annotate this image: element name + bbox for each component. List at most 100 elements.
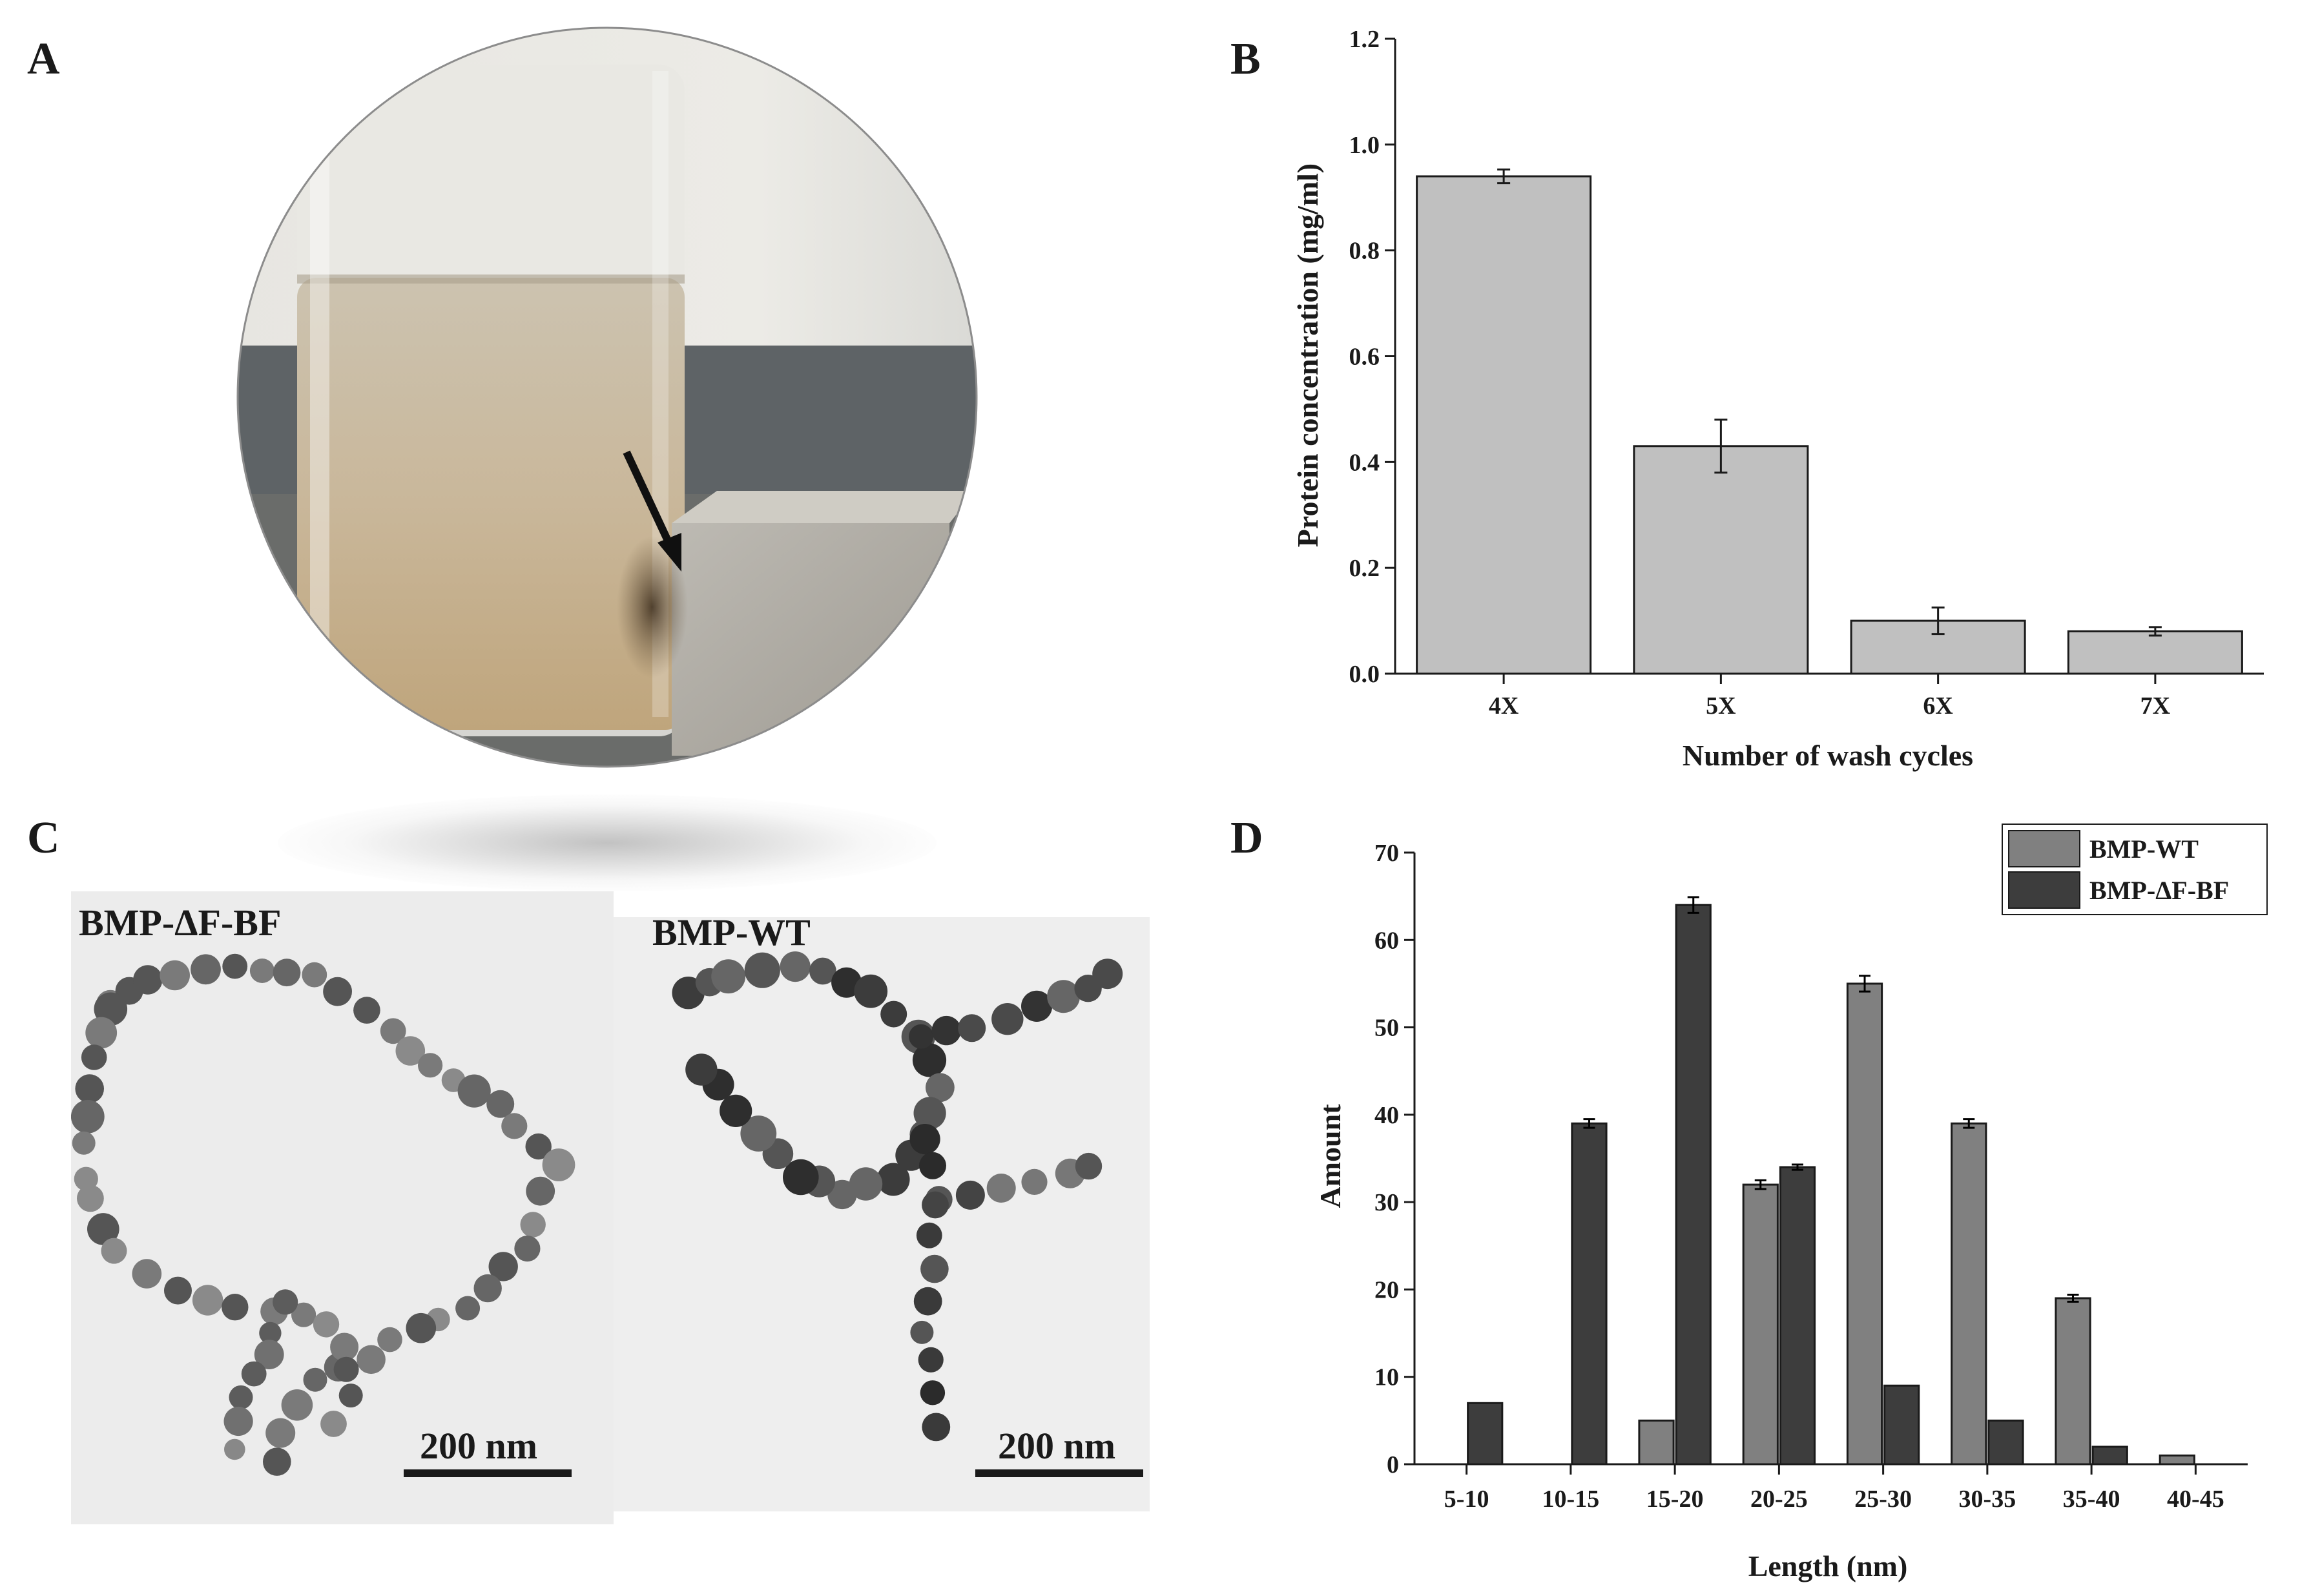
nanoparticle — [501, 1113, 528, 1139]
nanoparticle — [926, 1073, 955, 1103]
nanoparticle — [72, 1131, 96, 1155]
nanoparticle — [303, 1367, 327, 1392]
nanoparticle — [81, 1044, 107, 1070]
tem-image-wt — [614, 917, 1150, 1511]
chart-d-xtick-label: 40-45 — [2167, 1486, 2224, 1513]
panel-letter-d: D — [1230, 813, 1263, 863]
photo-shadow — [278, 794, 937, 891]
panel-letter-b: B — [1230, 34, 1261, 84]
nanoparticle — [876, 1163, 910, 1196]
nanoparticle — [338, 1384, 363, 1408]
legend-swatch-bf — [2008, 871, 2080, 909]
nanoparticle — [380, 1018, 406, 1044]
chart-d-bar-wt-35-40 — [2055, 1297, 2091, 1466]
scale-bar-bf — [404, 1469, 572, 1477]
nanoparticle — [920, 1380, 946, 1405]
chart-d-ytick-label: 70 — [1374, 840, 1399, 867]
legend-swatch-wt — [2008, 830, 2080, 867]
chart-b-ylabel: Protein concentration (mg/ml) — [1291, 163, 1324, 547]
chart-d-xtick-label: 20-25 — [1750, 1486, 1808, 1513]
chart-b-xlabel: Number of wash cycles — [1683, 739, 1973, 772]
nanoparticle — [357, 1345, 386, 1374]
nanoparticle — [910, 1320, 934, 1344]
nanoparticle — [1075, 1152, 1103, 1180]
nanoparticle — [854, 974, 888, 1008]
nanoparticle — [780, 951, 811, 982]
nanoparticle — [281, 1389, 313, 1421]
nanoparticle — [920, 1254, 949, 1283]
nanoparticle — [263, 1447, 291, 1476]
nanoparticle — [526, 1176, 555, 1206]
nanoparticle — [542, 1148, 575, 1181]
chart-b-bar-4X — [1416, 175, 1592, 675]
chart-d-bar-wt-20-25 — [1742, 1183, 1779, 1466]
chart-b-ytick-label: 0.8 — [1349, 238, 1380, 265]
nanoparticle — [249, 959, 275, 983]
scale-bar-wt — [975, 1469, 1143, 1477]
chart-b-bar-7X — [2067, 630, 2243, 675]
chart-b-ytick-label: 0.4 — [1349, 449, 1380, 476]
nanoparticle — [457, 1074, 491, 1108]
nanoparticle — [265, 1418, 296, 1448]
nanoparticle — [160, 960, 190, 991]
chart-b-xtick-label: 7X — [2140, 692, 2170, 720]
nanoparticle — [254, 1340, 284, 1369]
nanoparticle — [931, 1015, 961, 1046]
nanoparticle — [75, 1074, 104, 1103]
nanoparticle — [473, 1274, 502, 1303]
nanoparticle — [919, 1152, 946, 1179]
nanoparticle — [720, 1094, 752, 1127]
tem-image-bf — [71, 891, 614, 1524]
scale-text-wt: 200 nm — [998, 1425, 1116, 1467]
nanoparticle — [313, 1311, 340, 1338]
chart-d-bar-bf-10-15 — [1571, 1122, 1608, 1466]
nanoparticle — [912, 1043, 947, 1077]
chart-d-xtick-label: 25-30 — [1854, 1486, 1912, 1513]
nanoparticle — [302, 962, 327, 988]
beaker-photo — [236, 26, 978, 768]
chart-d-xtick-label: 5-10 — [1444, 1486, 1489, 1513]
nanoparticle — [87, 1213, 119, 1245]
nanoparticle — [222, 1294, 249, 1321]
nanoparticle — [986, 1174, 1016, 1203]
chart-b-bar-5X — [1633, 445, 1809, 675]
legend-label-wt: BMP-WT — [2089, 834, 2199, 864]
nanoparticle — [241, 1361, 267, 1387]
legend-label-bf: BMP-ΔF-BF — [2089, 876, 2229, 905]
chart-d-xlabel: Length (nm) — [1748, 1549, 1908, 1582]
chart-d-ytick-label: 30 — [1374, 1189, 1399, 1216]
nanoparticle — [711, 959, 746, 994]
nanoparticle — [909, 1124, 940, 1155]
nanoparticle — [71, 1099, 105, 1134]
nanoparticle — [922, 1191, 949, 1219]
nanoparticle — [955, 1180, 985, 1210]
chart-d-bar-bf-25-30 — [1883, 1384, 1920, 1466]
nanoparticle — [514, 1236, 541, 1262]
chart-d-ytick-label: 60 — [1374, 927, 1399, 954]
nanoparticle — [685, 1053, 718, 1086]
chart-d: 0 10 20 30 40 50 60 70 5-10 10-15 15-20 20-25 25-30 3… — [1314, 824, 2268, 1582]
nanoparticle — [330, 1332, 359, 1362]
nanoparticle — [132, 1259, 162, 1289]
chart-b-ytick-label: 0.0 — [1349, 661, 1380, 688]
chart-b-xtick-label: 5X — [1706, 692, 1735, 720]
chart-b-xtick-label: 4X — [1489, 692, 1518, 720]
chart-d-bar-wt-25-30 — [1846, 982, 1883, 1466]
nanoparticle — [101, 1238, 127, 1264]
nanoparticle — [291, 1302, 316, 1327]
nanoparticle — [991, 1003, 1024, 1035]
nanoparticle — [1092, 959, 1123, 990]
scale-text-bf: 200 nm — [420, 1425, 538, 1467]
nanoparticle — [353, 997, 380, 1024]
nanoparticle — [164, 1276, 192, 1305]
nanoparticle — [223, 1406, 253, 1436]
chart-d-bar-wt-30-35 — [1951, 1122, 1987, 1466]
nanoparticle — [333, 1356, 359, 1382]
chart-d-bar-bf-30-35 — [1987, 1419, 2024, 1466]
nanoparticle — [222, 953, 248, 979]
nanoparticle — [406, 1312, 437, 1343]
nanoparticle — [320, 1411, 347, 1437]
nanoparticle — [916, 1222, 942, 1249]
chart-d-bar-bf-35-40 — [2091, 1446, 2128, 1466]
nanoparticle — [1047, 980, 1081, 1013]
